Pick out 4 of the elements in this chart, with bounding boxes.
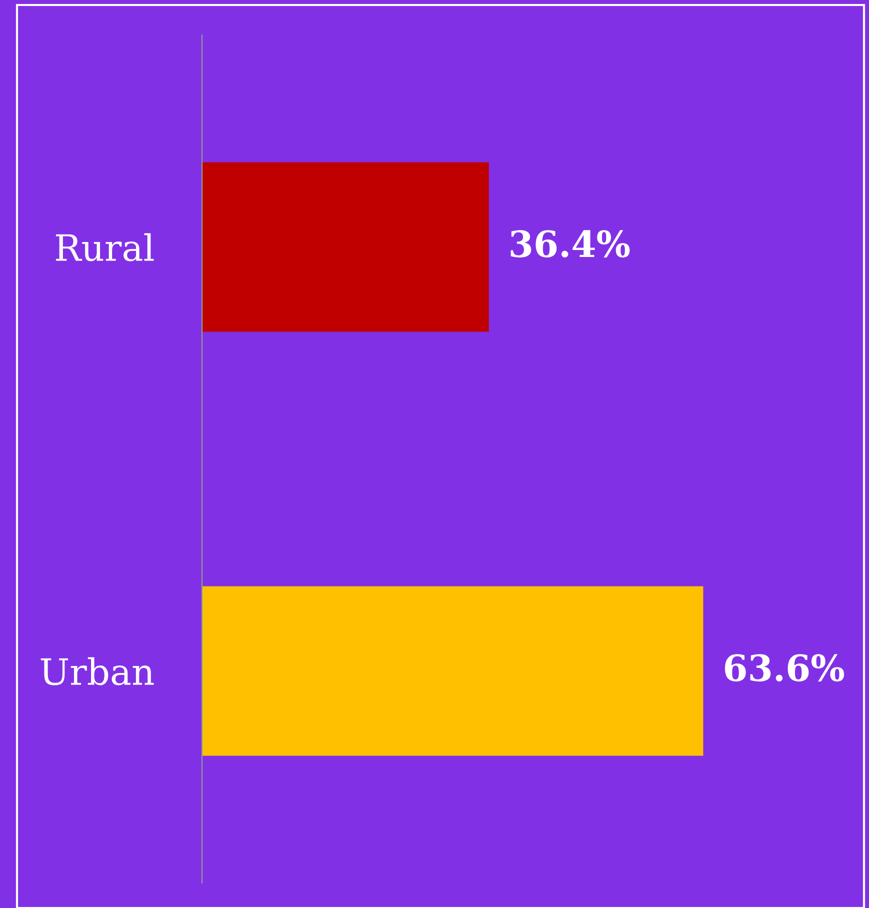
- data-label: 63.6%: [724, 654, 844, 682]
- y-tick-label: Urban: [40, 657, 154, 686]
- y-tick-label: Rural: [56, 233, 154, 262]
- data-label: 36.4%: [510, 230, 630, 258]
